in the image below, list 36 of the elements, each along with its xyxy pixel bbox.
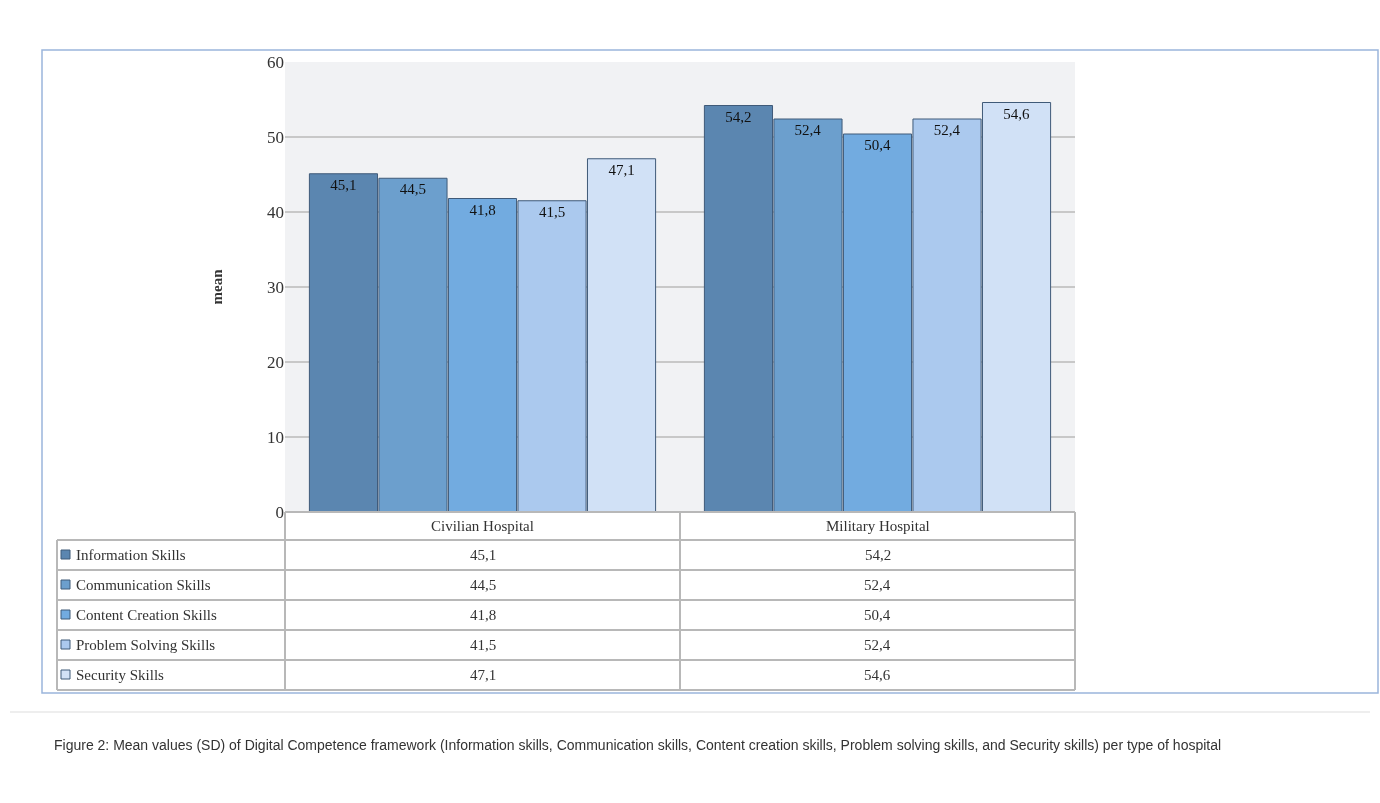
data-label: 50,4 bbox=[864, 607, 891, 623]
y-tick-label: 20 bbox=[267, 352, 284, 372]
data-label: 54,6 bbox=[864, 667, 891, 683]
y-tick-label: 0 bbox=[275, 502, 284, 522]
legend-label: Security Skills bbox=[76, 667, 165, 683]
text: 52,4 bbox=[794, 122, 821, 138]
data-label: 52,4 bbox=[864, 637, 891, 653]
text: 54,2 bbox=[725, 108, 752, 125]
text: 47,1 bbox=[608, 161, 635, 178]
y-tick-label: 10 bbox=[267, 427, 284, 447]
text: 44,5 bbox=[399, 181, 427, 198]
data-label: 41,5 bbox=[470, 637, 497, 653]
text: 50,4 bbox=[864, 137, 891, 153]
y-axis-title: mean bbox=[209, 268, 226, 305]
legend-label: Communication Skills bbox=[76, 577, 211, 593]
data-label: 52,4 bbox=[864, 577, 891, 593]
data-label: 47,1 bbox=[470, 667, 497, 683]
legend-label: Content Creation Skills bbox=[76, 607, 217, 623]
y-tick-label: 30 bbox=[267, 277, 284, 297]
y-tick-label: 60 bbox=[267, 52, 284, 72]
data-label: 54,2 bbox=[865, 547, 892, 563]
x-tick-label: Military Hospital bbox=[826, 518, 930, 534]
text: 41,8 bbox=[469, 201, 496, 218]
legend-label: Problem Solving Skills bbox=[76, 637, 216, 653]
text: 45,1 bbox=[330, 176, 357, 193]
text: 54,6 bbox=[1003, 105, 1030, 122]
text: 41,5 bbox=[538, 203, 566, 220]
legend-label: Information Skills bbox=[76, 547, 186, 563]
y-tick-label: 40 bbox=[267, 202, 284, 222]
data-label: 45,1 bbox=[470, 547, 497, 563]
data-label: 44,5 bbox=[470, 577, 497, 593]
y-tick-label: 50 bbox=[267, 127, 284, 147]
text: 52,4 bbox=[933, 122, 960, 138]
x-tick-label: Civilian Hospital bbox=[431, 518, 534, 534]
caption: Figure 2: Mean values (SD) of Digital Competence framework (Information skills, Communication skills, Content creation skills, Problem solving skills, and Security skills) per type of hospital bbox=[54, 737, 1222, 753]
data-label: 41,8 bbox=[470, 607, 497, 623]
